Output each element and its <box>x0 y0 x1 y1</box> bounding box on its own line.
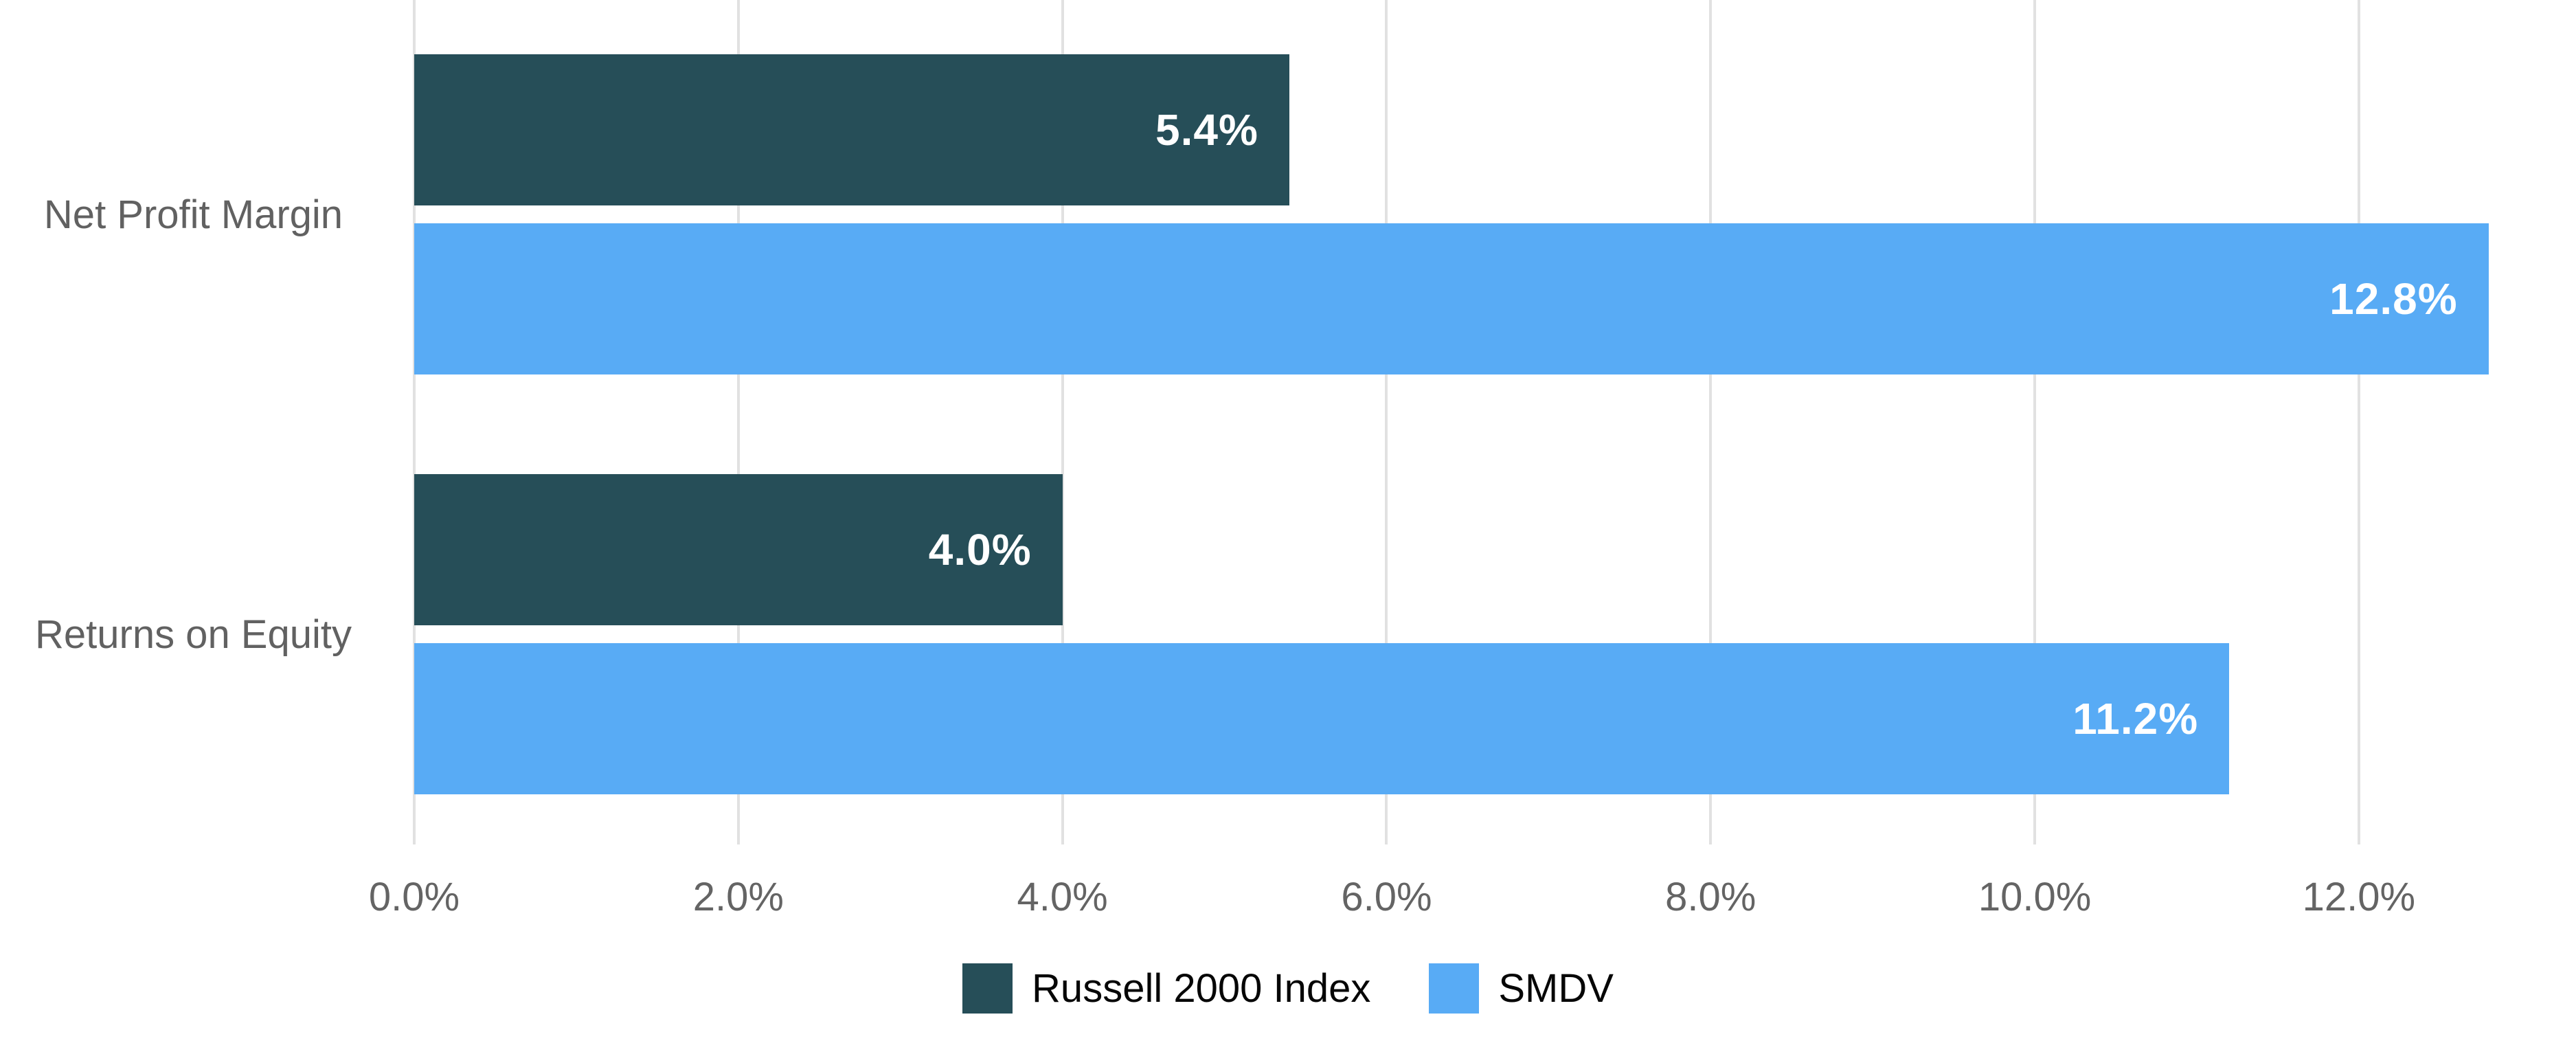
x-tick-label-10.0%: 10.0% <box>1978 875 2092 919</box>
category-label-net-profit-margin: Net Profit Margin <box>43 192 343 237</box>
x-axis: 0.0% 2.0% 4.0% 6.0% 8.0% 10.0% 12.0% <box>369 874 2576 929</box>
bar-russell-2000-returns-on-equity: 4.0% <box>414 474 1063 625</box>
bar-value-label: 12.8% <box>2329 274 2458 324</box>
category-axis: Net Profit Margin Returns on Equity <box>0 0 414 844</box>
bar-smdv-returns-on-equity: 11.2% <box>414 643 2230 794</box>
legend-swatch-russell-2000-icon <box>962 963 1013 1014</box>
bar-value-label: 5.4% <box>1155 105 1258 155</box>
x-tick-label-12.0%: 12.0% <box>2302 875 2416 919</box>
gridline-2.0% <box>736 0 740 844</box>
legend-swatch-smdv-icon <box>1429 963 1480 1014</box>
gridline-10.0% <box>2033 0 2037 844</box>
gridline-6.0% <box>1385 0 1388 844</box>
x-tick-label-2.0%: 2.0% <box>692 875 784 919</box>
gridline-4.0% <box>1061 0 1064 844</box>
gridline-0.0% <box>413 0 416 844</box>
plot-area: 5.4% 12.8% 4.0% 11.2% <box>413 0 2576 844</box>
legend-label-smdv: SMDV <box>1498 966 1614 1011</box>
legend-item-smdv: SMDV <box>1429 963 1614 1014</box>
x-tick-label-0.0%: 0.0% <box>368 875 460 919</box>
x-tick-label-6.0%: 6.0% <box>1341 875 1432 919</box>
category-label-returns-on-equity: Returns on Equity <box>34 612 352 657</box>
legend-item-russell-2000-index: Russell 2000 Index <box>962 963 1370 1014</box>
gridline-8.0% <box>1709 0 1713 844</box>
gridline-12.0% <box>2357 0 2360 844</box>
bar-value-label: 4.0% <box>928 525 1032 574</box>
x-tick-label-8.0%: 8.0% <box>1665 875 1756 919</box>
bar-value-label: 11.2% <box>2072 694 2199 743</box>
bar-russell-2000-net-profit-margin: 5.4% <box>414 54 1289 205</box>
legend-label-russell-2000: Russell 2000 Index <box>1032 966 1371 1011</box>
bar-smdv-net-profit-margin: 12.8% <box>414 223 2489 374</box>
legend: Russell 2000 Index SMDV <box>0 963 2576 1014</box>
x-tick-label-4.0%: 4.0% <box>1017 875 1108 919</box>
